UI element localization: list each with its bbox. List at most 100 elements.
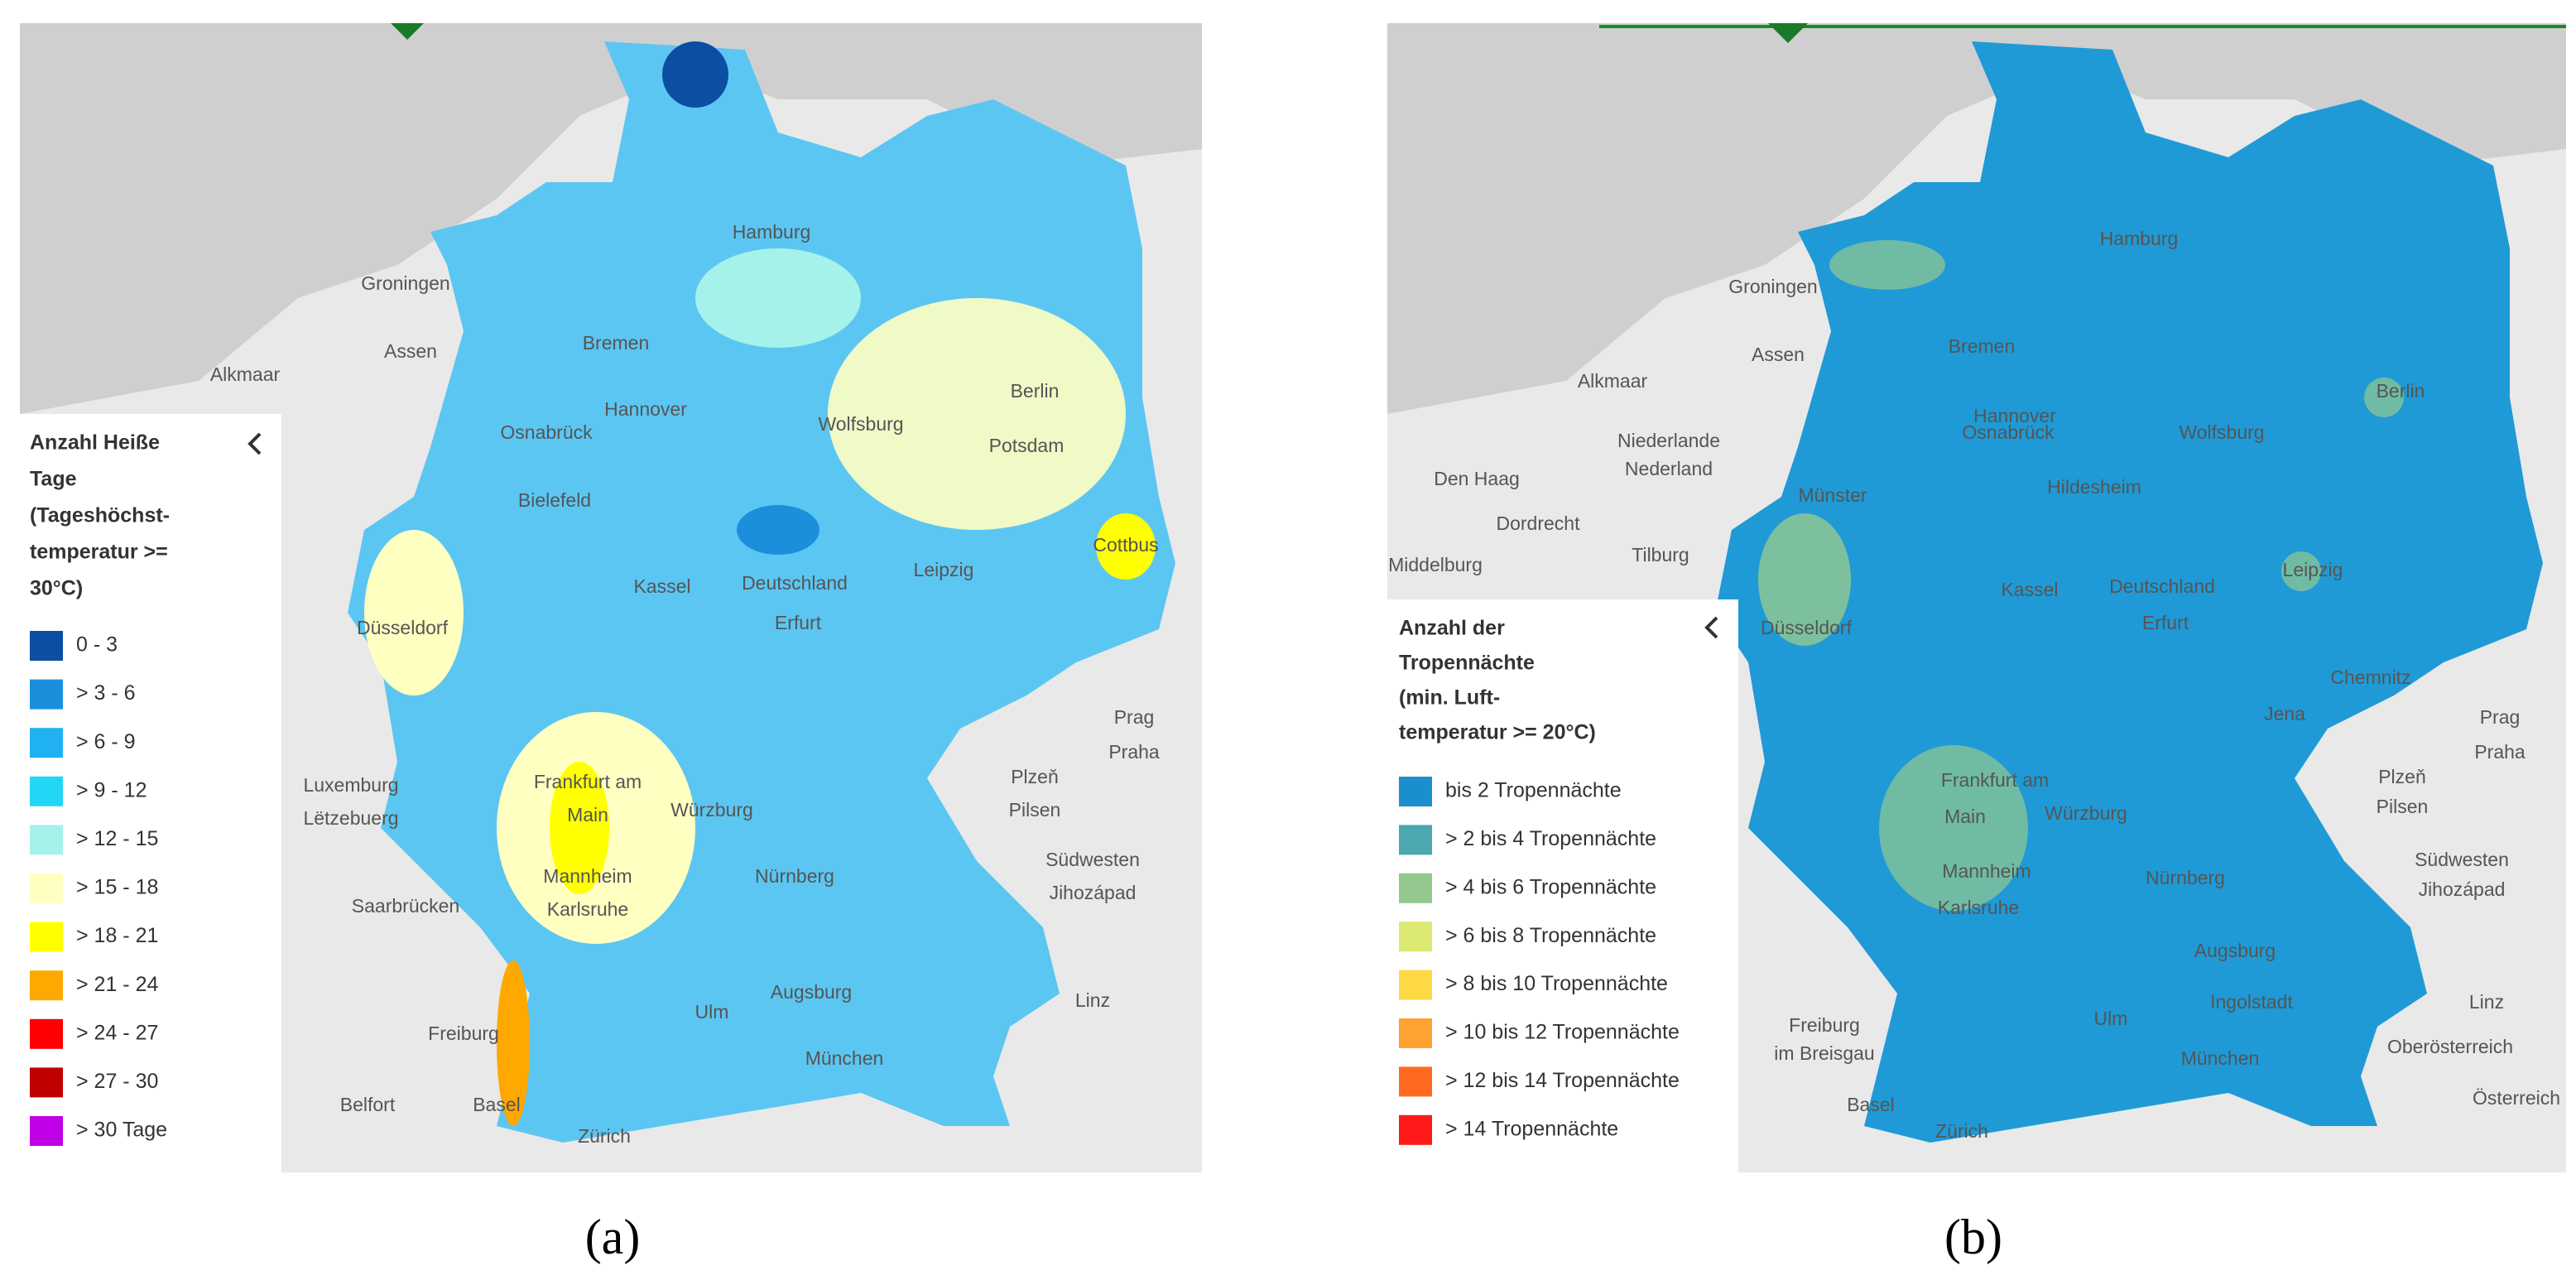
cool-area — [662, 41, 728, 108]
place-label: München — [805, 1047, 884, 1069]
legend-title: Tropennächte — [1399, 652, 1535, 675]
place-label: Ulm — [2094, 1008, 2128, 1029]
legend-label: > 27 - 30 — [76, 1070, 158, 1093]
legend-title: (Tageshöchst- — [30, 504, 170, 527]
place-label: Main — [567, 804, 608, 825]
place-label: Pilsen — [2377, 796, 2429, 817]
legend-swatch — [30, 970, 63, 1001]
legend-swatch — [30, 922, 63, 952]
place-label: Zürich — [1935, 1120, 1988, 1142]
place-label: Freiburg — [1789, 1014, 1860, 1036]
place-label: Osnabrück — [1962, 421, 2055, 443]
place-label: Frankfurt am — [534, 771, 642, 792]
legend-label: > 6 - 9 — [76, 730, 136, 753]
legend-swatch — [1399, 1018, 1432, 1048]
place-label: Assen — [384, 340, 437, 362]
place-label: Erfurt — [2142, 612, 2189, 633]
legend-label: > 24 - 27 — [76, 1021, 158, 1044]
legend-label: > 2 bis 4 Tropennächte — [1445, 827, 1656, 850]
place-label: München — [2181, 1047, 2260, 1069]
heat-area — [828, 298, 1126, 530]
sea — [1387, 23, 2566, 414]
warm-area — [1879, 745, 2028, 911]
legend-swatch — [1399, 777, 1432, 806]
legend-swatch — [30, 1116, 63, 1146]
warm-area — [2364, 378, 2404, 417]
place-label: Potsdam — [989, 435, 1065, 456]
legend-label: > 15 - 18 — [76, 876, 158, 899]
legend-title: (min. Luft- — [1399, 686, 1500, 710]
place-label: Kassel — [633, 575, 690, 597]
warm-area — [1829, 240, 1945, 290]
heat-area — [1096, 513, 1156, 580]
place-label: Berlin — [2377, 380, 2425, 402]
legend-title: Tage — [30, 468, 77, 491]
place-label: Kassel — [2001, 579, 2058, 600]
place-label: Middelburg — [1388, 554, 1483, 575]
place-label: Linz — [1075, 989, 1110, 1011]
place-label: Saarbrücken — [352, 895, 459, 917]
collapse-button[interactable] — [1704, 616, 1718, 639]
legend-label: > 8 bis 10 Tropennächte — [1445, 972, 1668, 995]
place-label: Hildesheim — [2047, 476, 2141, 498]
warm-area — [2281, 551, 2321, 591]
place-label: Ingolstadt — [2210, 991, 2293, 1013]
place-label: Hamburg — [733, 221, 811, 243]
legend-label: > 3 - 6 — [76, 681, 136, 705]
place-label: Chemnitz — [2330, 667, 2410, 688]
place-label: Groningen — [1728, 276, 1817, 297]
place-label: Groningen — [361, 272, 449, 294]
legend-label: > 4 bis 6 Tropennächte — [1445, 875, 1656, 898]
place-label: Jena — [2264, 703, 2305, 724]
legend-label: > 18 - 21 — [76, 924, 158, 947]
sea — [20, 23, 1202, 414]
marker — [1768, 23, 1808, 43]
place-label: Cottbus — [1093, 534, 1158, 556]
place-label: Karlsruhe — [547, 898, 628, 920]
legend-box — [20, 414, 281, 1172]
heat-area — [695, 248, 861, 348]
place-label: Pilsen — [1009, 799, 1061, 821]
legend-title: 30°C) — [30, 577, 83, 600]
place-label: Basel — [473, 1094, 521, 1115]
legend-label: bis 2 Tropennächte — [1445, 779, 1622, 802]
place-label: Jihozápad — [1050, 882, 1137, 903]
legend-swatch — [30, 825, 63, 855]
place-label: Südwesten — [2415, 849, 2509, 870]
place-label: Hamburg — [2100, 228, 2179, 249]
legend-swatch — [30, 728, 63, 758]
legend-swatch — [30, 1018, 63, 1049]
place-label: Belfort — [340, 1094, 396, 1115]
place-label: Assen — [1752, 344, 1805, 365]
legend-b: Anzahl der Tropennächte (min. Luft-tempera… — [1387, 599, 1738, 1172]
place-label: im Breisgau — [1774, 1042, 1874, 1064]
place-label: Deutschland — [742, 572, 848, 594]
place-label: Südwesten — [1045, 849, 1140, 870]
place-label: Würzburg — [2045, 802, 2127, 824]
place-label: Mannheim — [1942, 860, 2031, 882]
heat-area — [497, 960, 530, 1126]
place-label: Nürnberg — [2146, 867, 2225, 888]
legend-label: > 21 - 24 — [76, 973, 158, 996]
place-label: Nürnberg — [755, 865, 834, 887]
caption: (a) — [585, 1210, 641, 1264]
legend-label: > 6 bis 8 Tropennächte — [1445, 924, 1656, 947]
place-label: Zürich — [578, 1125, 631, 1147]
legend-label: > 9 - 12 — [76, 778, 147, 801]
legend-swatch — [1399, 873, 1432, 903]
place-label: Plzeň — [1011, 766, 1059, 787]
place-label: Den Haag — [1434, 468, 1520, 489]
legend-label: > 12 - 15 — [76, 827, 158, 850]
place-label: Ulm — [695, 1001, 729, 1023]
collapse-button[interactable] — [248, 432, 262, 455]
place-label: Frankfurt am — [1941, 769, 2049, 791]
place-label: Wolfsburg — [818, 413, 903, 435]
place-label: Mannheim — [543, 865, 632, 887]
place-label: Berlin — [1011, 380, 1060, 402]
legend-label: > 12 bis 14 Tropennächte — [1445, 1069, 1680, 1092]
legend-swatch — [1399, 825, 1432, 855]
place-label: Bielefeld — [518, 489, 591, 511]
place-label: Praha — [1108, 741, 1160, 763]
place-label: Osnabrück — [500, 421, 593, 443]
